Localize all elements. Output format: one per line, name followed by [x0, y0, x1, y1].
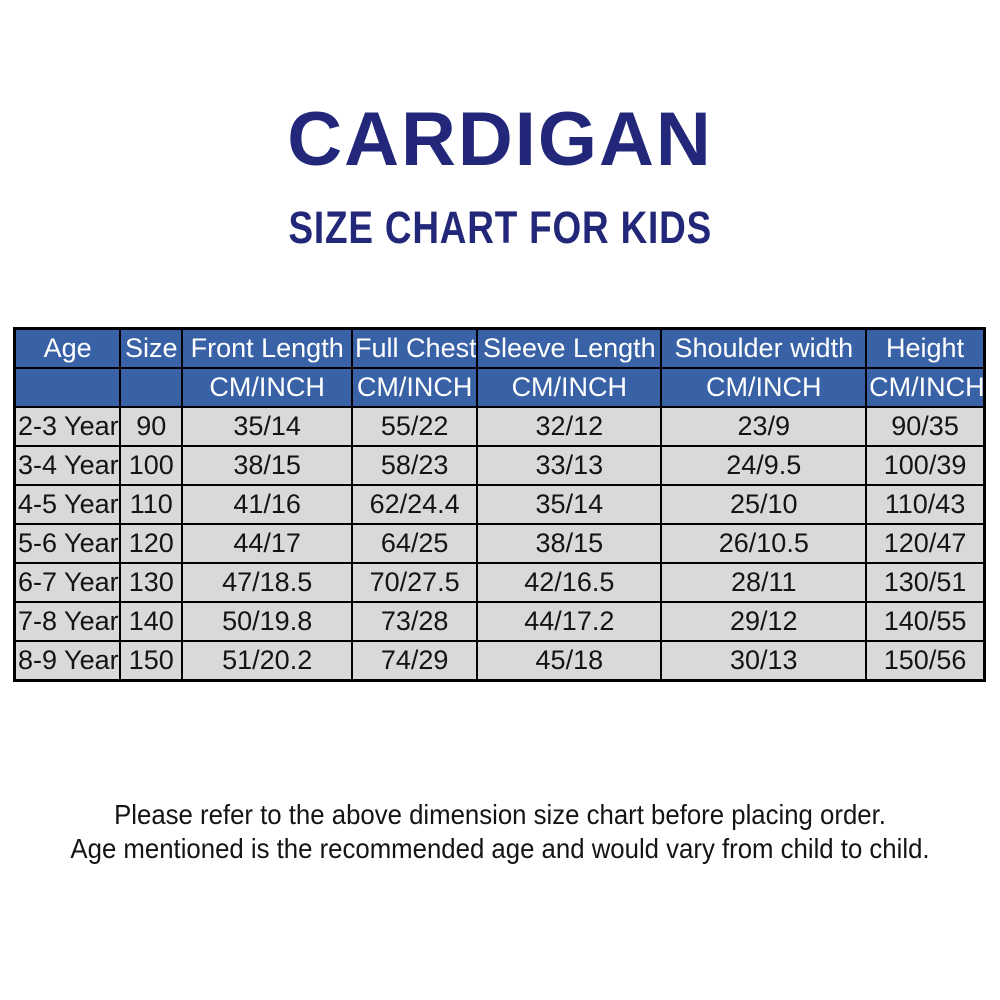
front-length-cell: 44/17	[181, 523, 354, 564]
table-row: 8-9 Year 150 51/20.2 74/29 45/18 30/13 150/56	[13, 640, 986, 682]
column-header-front-length: Front Length	[181, 327, 354, 369]
height-cell: 100/39	[865, 445, 986, 486]
table-row: 4-5 Year 110 41/16 62/24.4 35/14 25/10 110/43	[13, 484, 986, 525]
size-cell: 150	[119, 640, 184, 682]
column-header-age: Age	[13, 327, 122, 369]
footer-note: Please refer to the above dimension size…	[0, 798, 1000, 866]
front-length-cell: 51/20.2	[181, 640, 354, 682]
full-chest-cell: 74/29	[351, 640, 479, 682]
size-chart-table: Age Size Front Length Full Chest Sleeve …	[13, 327, 986, 682]
shoulder-width-cell: 30/13	[660, 640, 868, 682]
full-chest-cell: 62/24.4	[351, 484, 479, 525]
shoulder-width-cell: 26/10.5	[660, 523, 868, 564]
size-table-body: 2-3 Year 90 35/14 55/22 32/12 23/9 90/35 3-4 Ye…	[13, 406, 986, 682]
size-cell: 130	[119, 562, 184, 603]
column-header-size: Size	[119, 327, 184, 369]
height-cell: 140/55	[865, 601, 986, 642]
sleeve-length-cell: 45/18	[476, 640, 663, 682]
table-row: 3-4 Year 100 38/15 58/23 33/13 24/9.5 100/39	[13, 445, 986, 486]
height-cell: 150/56	[865, 640, 986, 682]
sleeve-length-cell: 44/17.2	[476, 601, 663, 642]
size-cell: 140	[119, 601, 184, 642]
table-row: 7-8 Year 140 50/19.8 73/28 44/17.2 29/12 140/5…	[13, 601, 986, 642]
shoulder-width-cell: 28/11	[660, 562, 868, 603]
footer-line-1: Please refer to the above dimension size…	[114, 799, 886, 830]
front-length-cell: 47/18.5	[181, 562, 354, 603]
shoulder-width-cell: 29/12	[660, 601, 868, 642]
full-chest-cell: 73/28	[351, 601, 479, 642]
table-row: 6-7 Year 130 47/18.5 70/27.5 42/16.5 28/11 130…	[13, 562, 986, 603]
front-length-cell: 41/16	[181, 484, 354, 525]
full-chest-cell: 58/23	[351, 445, 479, 486]
age-cell: 5-6 Year	[13, 523, 122, 564]
age-cell: 4-5 Year	[13, 484, 122, 525]
footer-line-2: Age mentioned is the recommended age and…	[70, 833, 930, 864]
column-header-height: Height	[865, 327, 986, 369]
age-cell: 7-8 Year	[13, 601, 122, 642]
shoulder-width-cell: 25/10	[660, 484, 868, 525]
table-row: 5-6 Year 120 44/17 64/25 38/15 26/10.5 120/47	[13, 523, 986, 564]
column-header-shoulder-width: Shoulder width	[660, 327, 868, 369]
header-row: Age Size Front Length Full Chest Sleeve …	[13, 327, 986, 369]
sleeve-length-cell: 38/15	[476, 523, 663, 564]
page-subtitle-text: SIZE CHART FOR KIDS	[288, 202, 712, 253]
unit-cell-shoulder-width: CM/INCH	[660, 367, 868, 408]
unit-cell-full-chest: CM/INCH	[351, 367, 479, 408]
full-chest-cell: 70/27.5	[351, 562, 479, 603]
column-header-sleeve-length: Sleeve Length	[476, 327, 663, 369]
table-row: 2-3 Year 90 35/14 55/22 32/12 23/9 90/35	[13, 406, 986, 447]
height-cell: 90/35	[865, 406, 986, 447]
front-length-cell: 35/14	[181, 406, 354, 447]
unit-cell-size	[119, 367, 184, 408]
sleeve-length-cell: 33/13	[476, 445, 663, 486]
age-cell: 3-4 Year	[13, 445, 122, 486]
front-length-cell: 50/19.8	[181, 601, 354, 642]
size-cell: 120	[119, 523, 184, 564]
unit-cell-front-length: CM/INCH	[181, 367, 354, 408]
front-length-cell: 38/15	[181, 445, 354, 486]
age-cell: 8-9 Year	[13, 640, 122, 682]
column-header-full-chest: Full Chest	[351, 327, 479, 369]
height-cell: 120/47	[865, 523, 986, 564]
age-cell: 6-7 Year	[13, 562, 122, 603]
height-cell: 130/51	[865, 562, 986, 603]
full-chest-cell: 55/22	[351, 406, 479, 447]
full-chest-cell: 64/25	[351, 523, 479, 564]
sleeve-length-cell: 32/12	[476, 406, 663, 447]
sleeve-length-cell: 42/16.5	[476, 562, 663, 603]
unit-cell-age	[13, 367, 122, 408]
page-title: CARDIGAN	[287, 97, 713, 182]
unit-row: CM/INCH CM/INCH CM/INCH CM/INCH CM/INCH	[13, 367, 986, 408]
page-subtitle: SIZE CHART FOR KIDS	[0, 202, 1000, 254]
size-cell: 90	[119, 406, 184, 447]
size-table-head: Age Size Front Length Full Chest Sleeve …	[13, 327, 986, 408]
unit-cell-sleeve-length: CM/INCH	[476, 367, 663, 408]
size-cell: 100	[119, 445, 184, 486]
age-cell: 2-3 Year	[13, 406, 122, 447]
height-cell: 110/43	[865, 484, 986, 525]
size-cell: 110	[119, 484, 184, 525]
shoulder-width-cell: 23/9	[660, 406, 868, 447]
shoulder-width-cell: 24/9.5	[660, 445, 868, 486]
unit-cell-height: CM/INCH	[865, 367, 986, 408]
sleeve-length-cell: 35/14	[476, 484, 663, 525]
